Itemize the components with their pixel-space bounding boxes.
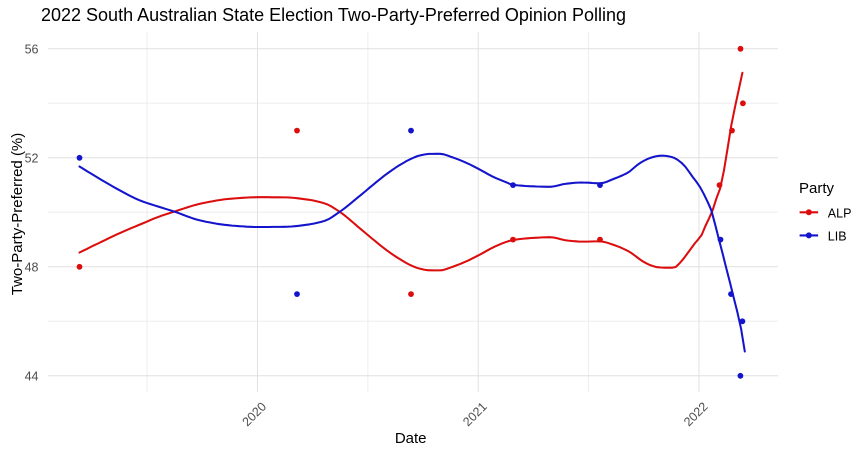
svg-text:52: 52 — [25, 152, 39, 166]
svg-text:ALP: ALP — [828, 206, 852, 220]
svg-text:2022 South Australian State El: 2022 South Australian State Election Two… — [41, 5, 626, 25]
svg-text:Party: Party — [799, 180, 835, 197]
svg-text:48: 48 — [25, 261, 39, 275]
svg-text:LIB: LIB — [828, 230, 847, 244]
svg-text:2022: 2022 — [681, 400, 711, 430]
svg-text:Two-Party-Preferred (%): Two-Party-Preferred (%) — [9, 133, 26, 296]
svg-text:44: 44 — [25, 370, 39, 384]
svg-text:2021: 2021 — [460, 400, 490, 430]
svg-text:2020: 2020 — [240, 400, 270, 430]
svg-text:56: 56 — [25, 43, 39, 57]
svg-text:Date: Date — [395, 430, 427, 447]
